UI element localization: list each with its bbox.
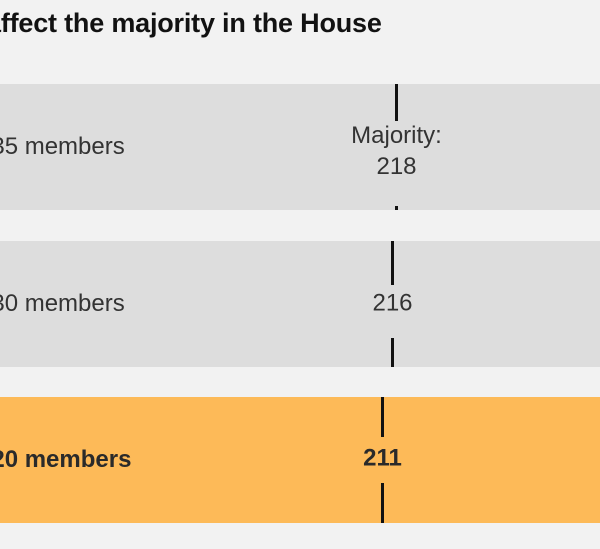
majority-prefix: Majority: bbox=[351, 122, 442, 149]
majority-tick-top bbox=[395, 84, 398, 121]
majority-tick-bottom bbox=[391, 338, 394, 367]
majority-label: 211 bbox=[363, 443, 402, 474]
majority-label: Majority: 218 bbox=[351, 120, 442, 182]
bar-430-members: 430 members 216 bbox=[0, 241, 600, 367]
majority-tick-bottom bbox=[395, 206, 398, 210]
bar-label: 430 members bbox=[0, 290, 125, 317]
majority-value: 218 bbox=[376, 153, 417, 180]
bar-435-members: 435 members Majority: 218 bbox=[0, 84, 600, 210]
majority-tick-top bbox=[391, 241, 394, 285]
majority-label: 216 bbox=[372, 288, 412, 319]
majority-tick-bottom bbox=[381, 483, 384, 523]
majority-value: 211 bbox=[363, 444, 402, 472]
bar-label: 435 members bbox=[0, 133, 125, 160]
bar-label: 420 members bbox=[0, 446, 132, 473]
majority-tick-top bbox=[381, 397, 384, 437]
chart-title: affect the majority in the House bbox=[0, 8, 382, 38]
majority-value: 216 bbox=[372, 289, 413, 317]
bar-420-members: 420 members 211 bbox=[0, 397, 600, 523]
